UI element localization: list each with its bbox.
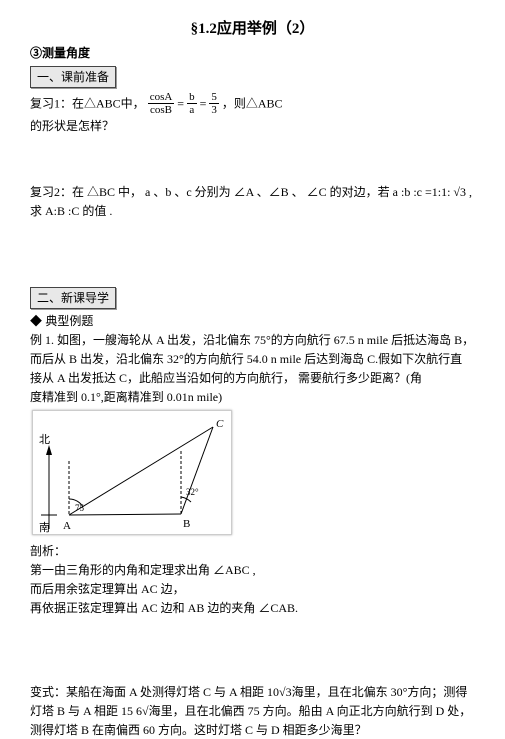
- ex1-line4: 度精准到 0.1°,距离精准到 0.01n mile): [30, 388, 475, 406]
- review1-line1-a: 复习1：在△ABC中，: [30, 96, 145, 110]
- variant-line2: 灯塔 B 与 A 相距 15 6√海里，且在北偏西 75 方向。船由 A 向正北…: [30, 702, 475, 720]
- analysis-line3: 再依据正弦定理算出 AC 边和 AB 边的夹角 ∠CAB.: [30, 599, 475, 617]
- section1-head: 一、课前准备: [30, 66, 116, 88]
- diagram-svg: 北 南 A B C 75 32°: [33, 411, 233, 536]
- subtitle: ③测量角度: [30, 44, 475, 62]
- eq1: =: [177, 96, 184, 110]
- frac-5-3: 5 3: [209, 91, 219, 116]
- subhead-examples: ◆ 典型例题: [30, 312, 475, 330]
- svg-text:A: A: [63, 520, 71, 532]
- navigation-diagram: 北 南 A B C 75 32°: [32, 410, 232, 535]
- frac2-num: b: [187, 91, 197, 104]
- frac2-den: a: [187, 104, 197, 116]
- svg-text:B: B: [183, 518, 190, 530]
- frac3-den: 3: [209, 104, 219, 116]
- variant-line1: 变式：某船在海面 A 处测得灯塔 C 与 A 相距 10√3海里，且在北偏东 3…: [30, 683, 475, 701]
- variant-line3: 测得灯塔 B 在南偏西 60 方向。这时灯塔 C 与 D 相距多少海里？: [30, 721, 475, 739]
- ex1-line1: 例 1. 如图，一艘海轮从 A 出发，沿北偏东 75°的方向航行 67.5 n …: [30, 331, 475, 349]
- svg-text:32°: 32°: [186, 487, 199, 497]
- review1-line1-b: ，则△ABC: [222, 96, 283, 110]
- analysis-line2: 而后用余弦定理算出 AC 边，: [30, 580, 475, 598]
- review2-line1: 复习2：在 △BC 中， a 、b 、c 分别为 ∠A 、∠B 、 ∠C 的对边…: [30, 183, 475, 201]
- frac1-den: cosB: [148, 104, 175, 116]
- page-title: §1.2应用举例（2）: [30, 18, 475, 41]
- review2-line2: 求 A:B :C 的值 .: [30, 202, 475, 220]
- eq2: =: [200, 96, 207, 110]
- analysis-head: 剖析：: [30, 542, 475, 560]
- frac3-num: 5: [209, 91, 219, 104]
- ex1-line3: 接从 A 出发抵达 C，此船应当沿如何的方向航行， 需要航行多少距离？(角: [30, 369, 475, 387]
- svg-text:75: 75: [75, 503, 85, 513]
- review1-line2: 的形状是怎样？: [30, 117, 475, 135]
- frac1-num: cosA: [148, 91, 175, 104]
- review1-line1: 复习1：在△ABC中， cosA cosB = b a = 5 3 ，则△ABC: [30, 91, 475, 116]
- section2-head: 二、新课导学: [30, 287, 116, 309]
- svg-text:南: 南: [39, 521, 50, 534]
- svg-text:C: C: [216, 418, 224, 430]
- svg-text:北: 北: [39, 433, 50, 446]
- frac-cosA-cosB: cosA cosB: [148, 91, 175, 116]
- frac-b-a: b a: [187, 91, 197, 116]
- ex1-line2: 而后从 B 出发，沿北偏东 32°的方向航行 54.0 n mile 后达到海岛…: [30, 350, 475, 368]
- analysis-line1: 第一由三角形的内角和定理求出角 ∠ABC ,: [30, 561, 475, 579]
